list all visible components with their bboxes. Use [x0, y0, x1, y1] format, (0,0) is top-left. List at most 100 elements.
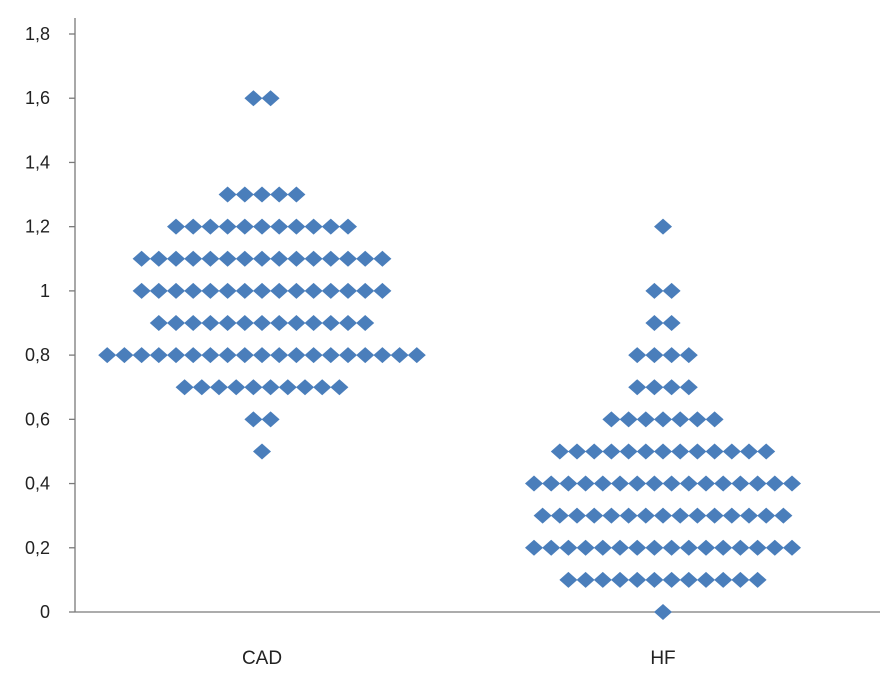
- data-point-hf: [662, 539, 681, 556]
- data-point-cad: [253, 443, 271, 460]
- data-point-hf: [722, 507, 741, 524]
- data-point-hf: [705, 411, 724, 428]
- y-tick-label: 1,8: [25, 24, 50, 44]
- series-hf: [525, 218, 801, 620]
- data-point-cad: [304, 315, 323, 331]
- data-point-hf: [697, 571, 715, 588]
- data-point-cad: [356, 250, 375, 267]
- data-point-hf: [636, 443, 655, 460]
- data-point-cad: [287, 347, 306, 364]
- data-point-cad: [356, 347, 375, 364]
- data-point-hf: [705, 443, 724, 460]
- data-point-cad: [373, 282, 392, 299]
- data-point-hf: [628, 539, 647, 556]
- data-point-hf: [731, 475, 750, 492]
- data-point-cad: [218, 218, 237, 235]
- data-point-hf: [757, 443, 776, 460]
- data-point-cad: [167, 347, 185, 364]
- data-point-cad: [253, 347, 271, 364]
- data-point-hf: [611, 571, 629, 588]
- data-point-hf: [714, 571, 733, 588]
- data-point-cad: [321, 218, 340, 235]
- data-point-hf: [645, 539, 664, 556]
- data-point-cad: [98, 347, 117, 364]
- data-point-cad: [313, 379, 332, 396]
- data-point-cad: [235, 186, 254, 203]
- x-axis-categories: CAD HF: [242, 648, 676, 669]
- data-point-hf: [525, 539, 543, 556]
- data-point-cad: [356, 315, 375, 331]
- data-point-hf: [662, 571, 681, 588]
- data-point-hf: [714, 475, 733, 492]
- data-point-cad: [261, 90, 280, 107]
- data-point-hf: [697, 539, 715, 556]
- data-point-cad: [278, 379, 297, 396]
- data-point-cad: [201, 250, 220, 267]
- data-point-cad: [175, 379, 194, 396]
- data-point-hf: [645, 315, 664, 331]
- data-point-cad: [339, 282, 357, 299]
- data-point-hf: [731, 571, 750, 588]
- y-tick-label: 1: [40, 281, 50, 301]
- data-point-hf: [542, 539, 561, 556]
- y-tick-label: 0,6: [25, 409, 50, 429]
- data-point-cad: [149, 315, 168, 331]
- data-point-hf: [559, 539, 578, 556]
- data-point-cad: [253, 186, 271, 203]
- data-point-hf: [585, 507, 604, 524]
- x-category-label-hf: HF: [650, 648, 675, 669]
- data-point-hf: [662, 282, 681, 299]
- data-point-hf: [645, 282, 664, 299]
- data-point-cad: [330, 379, 349, 396]
- data-point-hf: [671, 507, 690, 524]
- data-point-hf: [611, 539, 629, 556]
- data-point-hf: [679, 571, 698, 588]
- data-point-hf: [714, 539, 733, 556]
- data-point-hf: [722, 443, 741, 460]
- data-point-cad: [235, 282, 254, 299]
- y-tick-label: 1,2: [25, 217, 50, 237]
- data-point-hf: [748, 571, 767, 588]
- data-point-hf: [645, 475, 664, 492]
- data-point-cad: [192, 379, 211, 396]
- data-point-cad: [287, 250, 306, 267]
- data-point-cad: [270, 250, 289, 267]
- data-point-cad: [321, 315, 340, 331]
- data-point-hf: [662, 379, 681, 396]
- data-point-cad: [304, 347, 323, 364]
- data-point-hf: [628, 347, 647, 364]
- data-point-cad: [321, 250, 340, 267]
- data-point-cad: [235, 347, 254, 364]
- data-point-cad: [339, 250, 357, 267]
- data-points: [98, 90, 801, 620]
- data-point-hf: [550, 507, 569, 524]
- data-point-hf: [619, 411, 638, 428]
- data-point-cad: [270, 218, 289, 235]
- data-point-hf: [774, 507, 793, 524]
- y-tick-label: 1,6: [25, 88, 50, 108]
- data-point-hf: [611, 475, 629, 492]
- data-point-cad: [235, 250, 254, 267]
- data-point-hf: [576, 571, 595, 588]
- y-tick-label: 0,2: [25, 538, 50, 558]
- data-point-hf: [662, 475, 681, 492]
- data-point-cad: [167, 315, 185, 331]
- data-point-hf: [645, 379, 664, 396]
- data-point-hf: [525, 475, 543, 492]
- data-point-hf: [679, 475, 698, 492]
- data-point-cad: [253, 218, 271, 235]
- data-point-cad: [201, 282, 220, 299]
- data-point-cad: [201, 218, 220, 235]
- y-tick-label: 0,4: [25, 474, 50, 494]
- data-point-cad: [261, 411, 280, 428]
- data-point-hf: [593, 475, 612, 492]
- data-point-hf: [619, 443, 638, 460]
- data-point-cad: [218, 282, 237, 299]
- data-point-hf: [585, 443, 604, 460]
- data-point-hf: [542, 475, 561, 492]
- data-point-hf: [593, 571, 612, 588]
- data-point-hf: [748, 475, 767, 492]
- data-point-hf: [559, 475, 578, 492]
- data-point-cad: [287, 218, 306, 235]
- y-tick-label: 0: [40, 602, 50, 622]
